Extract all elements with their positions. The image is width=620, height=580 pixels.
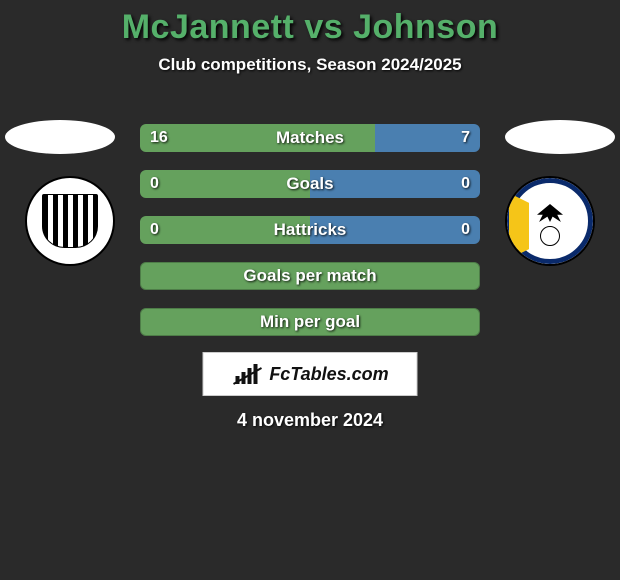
eagle-icon [537,204,563,222]
stat-value-left: 16 [150,124,168,152]
stat-bar-goals: Goals00 [140,170,480,198]
crest-stripes-icon [42,194,98,248]
stat-value-right: 0 [461,170,470,198]
crest-badge-icon [515,186,585,256]
stat-bar-hattricks: Hattricks00 [140,216,480,244]
team-crest-left [25,176,115,266]
crest-ring-icon [507,178,593,264]
bar-chart-icon [231,362,263,386]
stat-label: Min per goal [140,308,480,336]
site-brand-box: FcTables.com [203,352,418,396]
stat-bar-matches: Matches167 [140,124,480,152]
player-photo-placeholder-right [505,120,615,154]
stat-seg-left [140,170,310,198]
stat-seg-left [140,124,375,152]
ball-icon [540,226,560,246]
page-subtitle: Club competitions, Season 2024/2025 [0,55,620,75]
stat-seg-right [310,216,480,244]
stat-value-left: 0 [150,170,159,198]
infographic-date: 4 november 2024 [0,410,620,431]
stat-label: Goals per match [140,262,480,290]
stats-bar-group: Matches167Goals00Hattricks00Goals per ma… [140,124,480,336]
stat-value-right: 0 [461,216,470,244]
page-title: McJannett vs Johnson [0,0,620,47]
player-photo-placeholder-left [5,120,115,154]
stat-value-left: 0 [150,216,159,244]
stat-seg-left [140,216,310,244]
stat-bar-gpm: Goals per match [140,262,480,290]
stat-bar-mpg: Min per goal [140,308,480,336]
site-brand-text: FcTables.com [269,364,388,385]
team-crest-right [505,176,595,266]
stat-value-right: 7 [461,124,470,152]
stat-seg-right [310,170,480,198]
